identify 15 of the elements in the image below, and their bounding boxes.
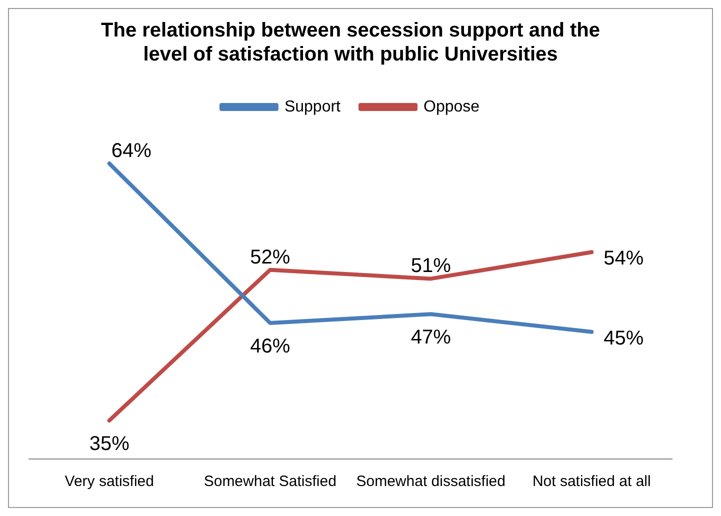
- x-tick-label: Very satisfied: [64, 473, 154, 490]
- x-tick-label: Not satisfied at all: [532, 473, 651, 490]
- data-label: 47%: [410, 326, 452, 349]
- data-label: 64%: [111, 140, 152, 162]
- data-label: 35%: [89, 432, 130, 455]
- x-tick-label: Somewhat dissatisfied: [356, 473, 506, 490]
- data-label: 46%: [250, 336, 290, 358]
- x-tick-label: Somewhat Satisfied: [204, 473, 336, 490]
- legend-label: Oppose: [424, 98, 480, 116]
- data-label: 52%: [250, 246, 290, 268]
- data-label: 54%: [604, 248, 644, 270]
- legend-label: Support: [284, 98, 342, 116]
- data-label: 45%: [604, 327, 644, 350]
- chart-title: The relationship between secession support and the level of satisfaction with public Universities: [101, 20, 600, 66]
- data-label: 51%: [410, 255, 452, 278]
